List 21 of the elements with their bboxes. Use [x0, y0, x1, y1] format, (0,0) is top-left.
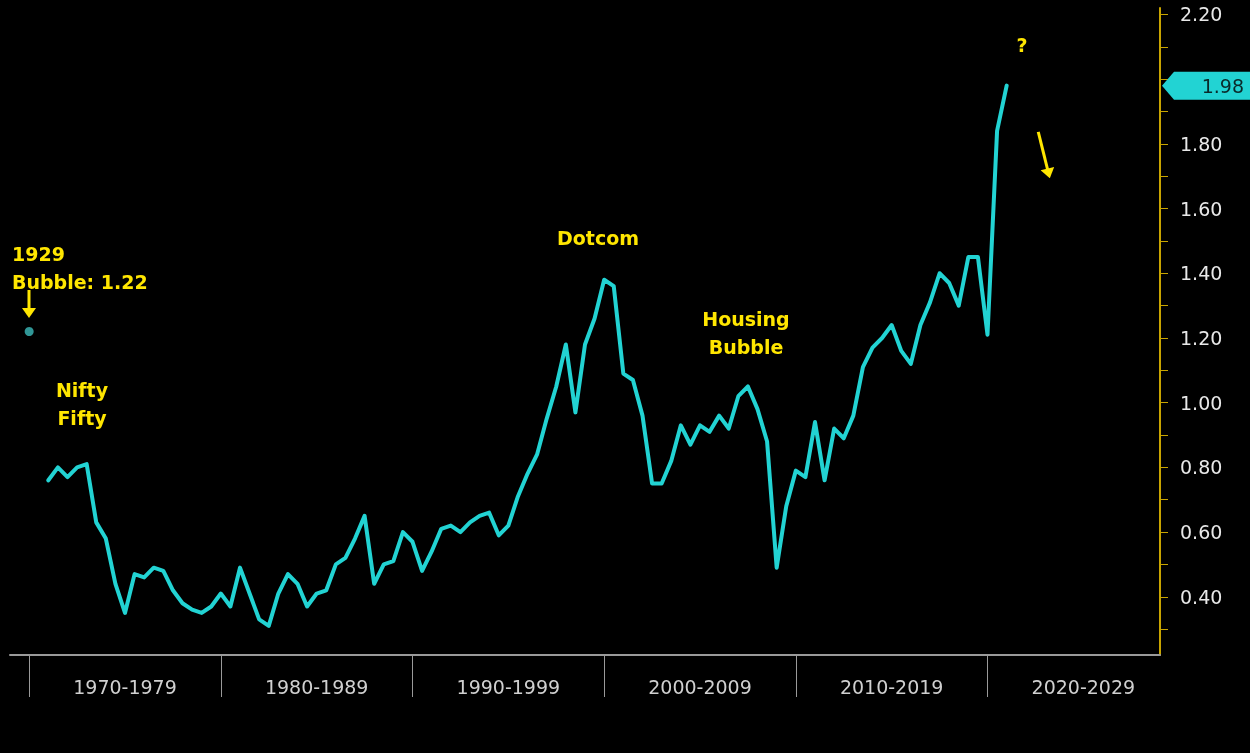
annotation: ?	[1016, 34, 1028, 56]
x-tick-label: 1980-1989	[264, 675, 369, 698]
x-tick-label: 1990-1999	[456, 675, 561, 698]
text: 1.98	[1201, 74, 1244, 97]
y-tick-label: 0.40	[1180, 585, 1223, 608]
annotation: Dotcom	[556, 227, 640, 249]
y-tick-label: 1.40	[1180, 262, 1223, 285]
y-tick-label: 1.60	[1180, 197, 1223, 220]
y-tick-label: 0.60	[1180, 521, 1223, 544]
annotation: Nifty Fifty	[55, 379, 109, 429]
annotation: 1929 Bubble: 1.22	[12, 243, 148, 293]
y-tick-label: 1.80	[1180, 132, 1223, 155]
annotation: Housing Bubble	[702, 308, 790, 358]
y-tick-label: 1.20	[1180, 326, 1223, 349]
x-tick-label: 2010-2019	[839, 675, 944, 698]
x-tick-label: 2020-2029	[1031, 675, 1136, 698]
y-tick-label: 1.00	[1180, 391, 1223, 414]
y-tick-label: 0.80	[1180, 456, 1223, 479]
x-tick-label: 1970-1979	[73, 675, 177, 698]
x-tick-label: 2000-2009	[648, 675, 752, 698]
y-tick-label: 2.20	[1180, 3, 1223, 26]
